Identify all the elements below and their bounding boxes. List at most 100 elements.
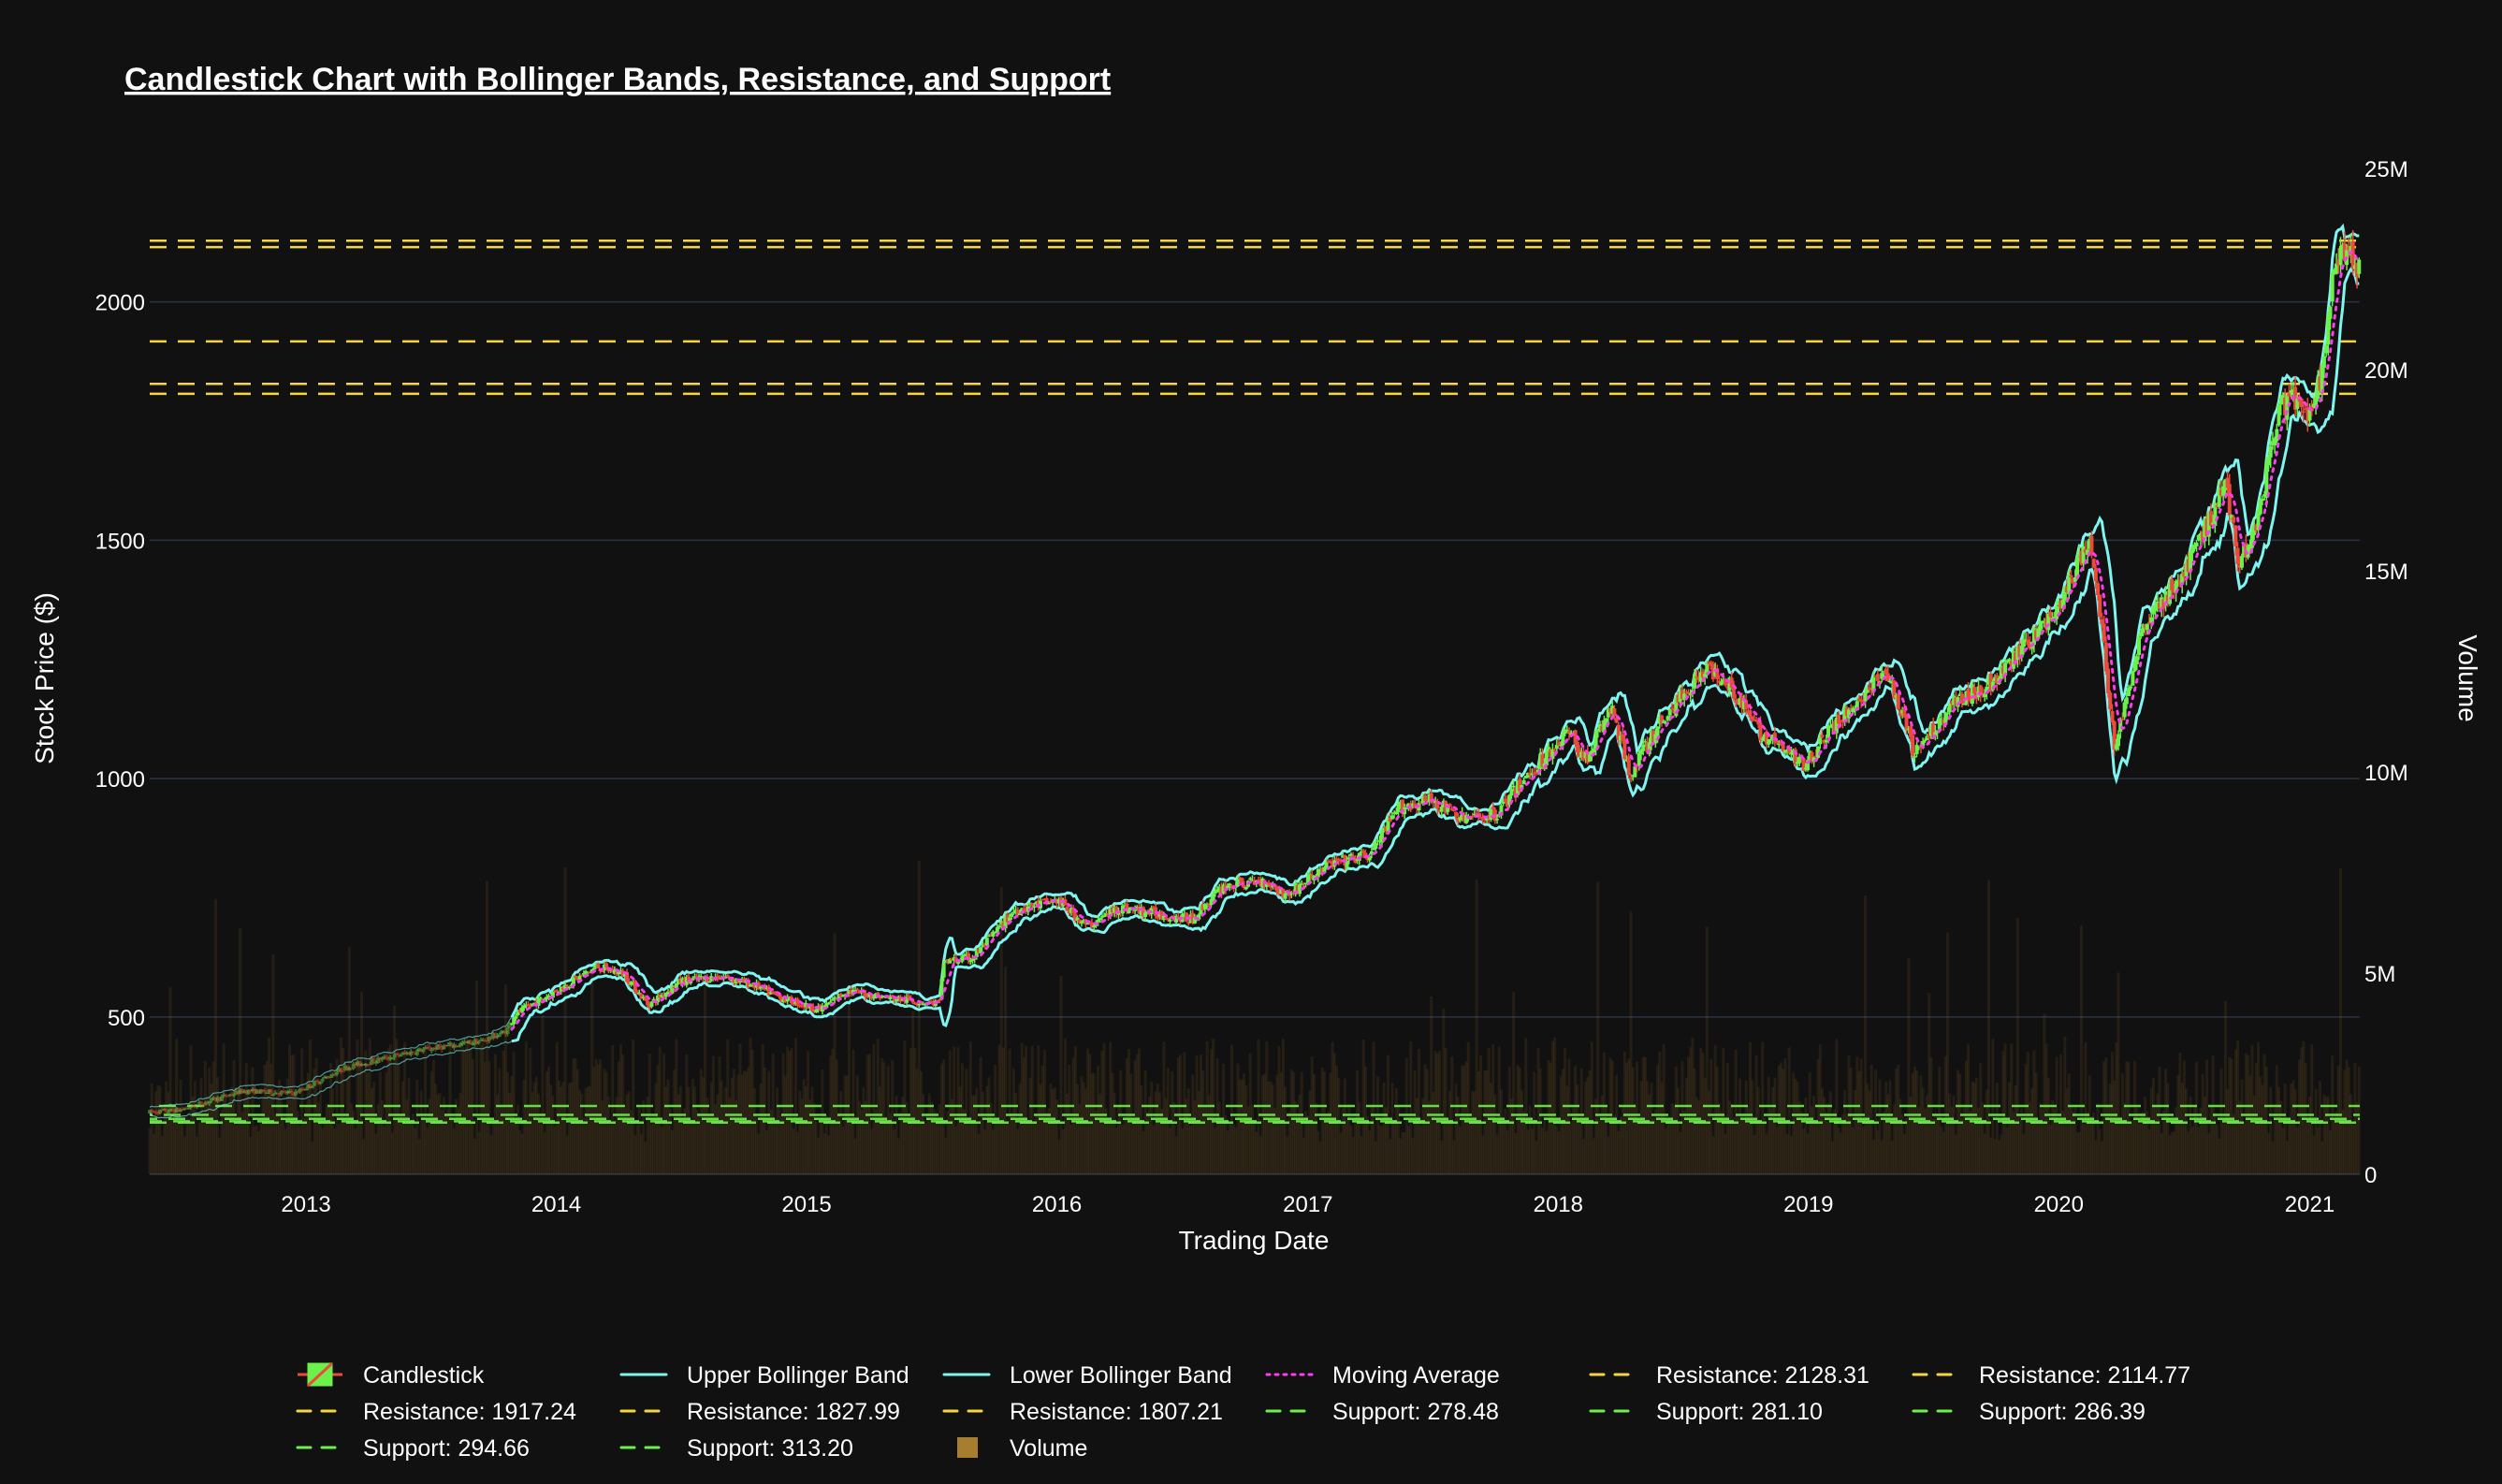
- candle: [215, 1095, 220, 1103]
- volume-bar: [2201, 1073, 2204, 1174]
- volume-bar: [1207, 1095, 1211, 1174]
- candle: [1521, 777, 1526, 785]
- volume-bar: [1255, 1131, 1258, 1174]
- candle: [1439, 805, 1444, 817]
- candle: [881, 995, 886, 997]
- y2-tick-label: 10M: [2364, 761, 2408, 786]
- legend-item[interactable]: Resistance: 2128.31: [1589, 1362, 1869, 1389]
- legend-item[interactable]: Support: 313.20: [619, 1435, 853, 1462]
- volume-bar: [216, 1077, 220, 1174]
- volume-bar: [592, 1067, 596, 1174]
- volume-bar: [417, 1138, 421, 1174]
- volume-bar: [1962, 1107, 1966, 1174]
- candle: [1355, 855, 1360, 865]
- candle: [1705, 660, 1709, 679]
- volume-bar: [1006, 1123, 1010, 1174]
- volume-bar: [870, 1128, 874, 1174]
- candle: [411, 1050, 415, 1054]
- legend-item[interactable]: Support: 294.66: [296, 1435, 530, 1462]
- volume-bar: [2041, 1108, 2044, 1174]
- candle: [1065, 905, 1069, 911]
- volume-bar: [1428, 1100, 1432, 1174]
- candle: [1503, 793, 1507, 803]
- legend-item[interactable]: Support: 281.10: [1589, 1399, 1823, 1425]
- volume-bar: [2345, 1059, 2349, 1174]
- candle: [1298, 881, 1302, 897]
- candle: [1372, 841, 1376, 851]
- volume-bar: [1718, 1102, 1722, 1174]
- legend-item[interactable]: Resistance: 2114.77: [1912, 1362, 2190, 1389]
- volume-bar: [300, 1048, 304, 1174]
- candle: [684, 974, 689, 988]
- volume-bar: [839, 1091, 843, 1174]
- volume-bar: [848, 987, 851, 1174]
- candle: [1046, 900, 1051, 905]
- candle: [227, 1093, 232, 1098]
- candle: [1710, 661, 1715, 682]
- candle: [874, 992, 879, 999]
- volume-bar: [1804, 1097, 1808, 1174]
- volume-bar: [1384, 1107, 1388, 1174]
- volume-bar: [927, 1093, 931, 1174]
- volume-bar: [644, 1141, 647, 1174]
- candle: [812, 1009, 817, 1013]
- legend-item[interactable]: Resistance: 1807.21: [942, 1399, 1223, 1425]
- legend-item[interactable]: Candlestick: [298, 1361, 485, 1389]
- candle: [312, 1081, 316, 1087]
- volume-bar: [1335, 1065, 1339, 1174]
- legend-item[interactable]: Support: 286.39: [1912, 1399, 2146, 1425]
- volume-bar: [1535, 1141, 1538, 1174]
- candle: [804, 999, 808, 1011]
- volume-bar: [1168, 1128, 1171, 1174]
- candle: [1682, 688, 1687, 707]
- volume-bar: [2079, 925, 2083, 1174]
- legend-item[interactable]: Support: 278.48: [1265, 1399, 1499, 1425]
- legend-item[interactable]: Lower Bollinger Band: [942, 1362, 1232, 1389]
- candle: [912, 1001, 917, 1005]
- volume-bar: [991, 1129, 995, 1174]
- volume-bar: [1679, 1131, 1682, 1174]
- candle: [2034, 624, 2039, 640]
- volume-bar: [807, 1051, 810, 1174]
- volume-bar: [1672, 1104, 1676, 1174]
- volume-bar: [1097, 1066, 1100, 1174]
- candle: [196, 1099, 201, 1106]
- volume-bar: [1452, 1140, 1456, 1174]
- candle: [296, 1089, 300, 1094]
- volume-bar: [388, 1044, 392, 1174]
- volume-bar: [2022, 1133, 2026, 1174]
- candle: [1550, 743, 1555, 765]
- volume-bar: [1485, 1069, 1489, 1174]
- legend-item[interactable]: Resistance: 1827.99: [619, 1399, 900, 1425]
- legend-item[interactable]: Volume: [957, 1435, 1087, 1462]
- candle: [2289, 384, 2293, 399]
- volume-bar: [1370, 1105, 1374, 1174]
- candle: [764, 985, 769, 991]
- volume-bar: [479, 1044, 483, 1174]
- candle: [322, 1075, 327, 1079]
- candle: [555, 988, 560, 994]
- candle: [1962, 703, 1967, 706]
- candle: [366, 1064, 371, 1068]
- volume-bar: [2166, 1083, 2170, 1174]
- volume-bar: [314, 1057, 318, 1174]
- candle: [1791, 748, 1796, 762]
- candle: [574, 975, 578, 980]
- volume-bar: [1475, 880, 1478, 1174]
- candle: [1651, 729, 1656, 744]
- legend-item[interactable]: Resistance: 1917.24: [296, 1399, 576, 1425]
- volume-bar: [196, 1137, 199, 1174]
- candle: [1523, 775, 1528, 778]
- candle: [838, 992, 843, 998]
- volume-bar: [2082, 1124, 2086, 1174]
- legend-item[interactable]: Upper Bollinger Band: [619, 1362, 909, 1389]
- legend-label: Resistance: 1807.21: [1010, 1399, 1223, 1425]
- candle: [2221, 480, 2226, 502]
- candle: [1552, 748, 1557, 753]
- volume-bar: [1497, 1046, 1501, 1174]
- volume-bar: [187, 1118, 191, 1174]
- candle: [849, 986, 853, 997]
- volume-bar: [855, 1075, 859, 1174]
- legend-item[interactable]: Moving Average: [1265, 1362, 1500, 1389]
- candle: [2024, 633, 2029, 643]
